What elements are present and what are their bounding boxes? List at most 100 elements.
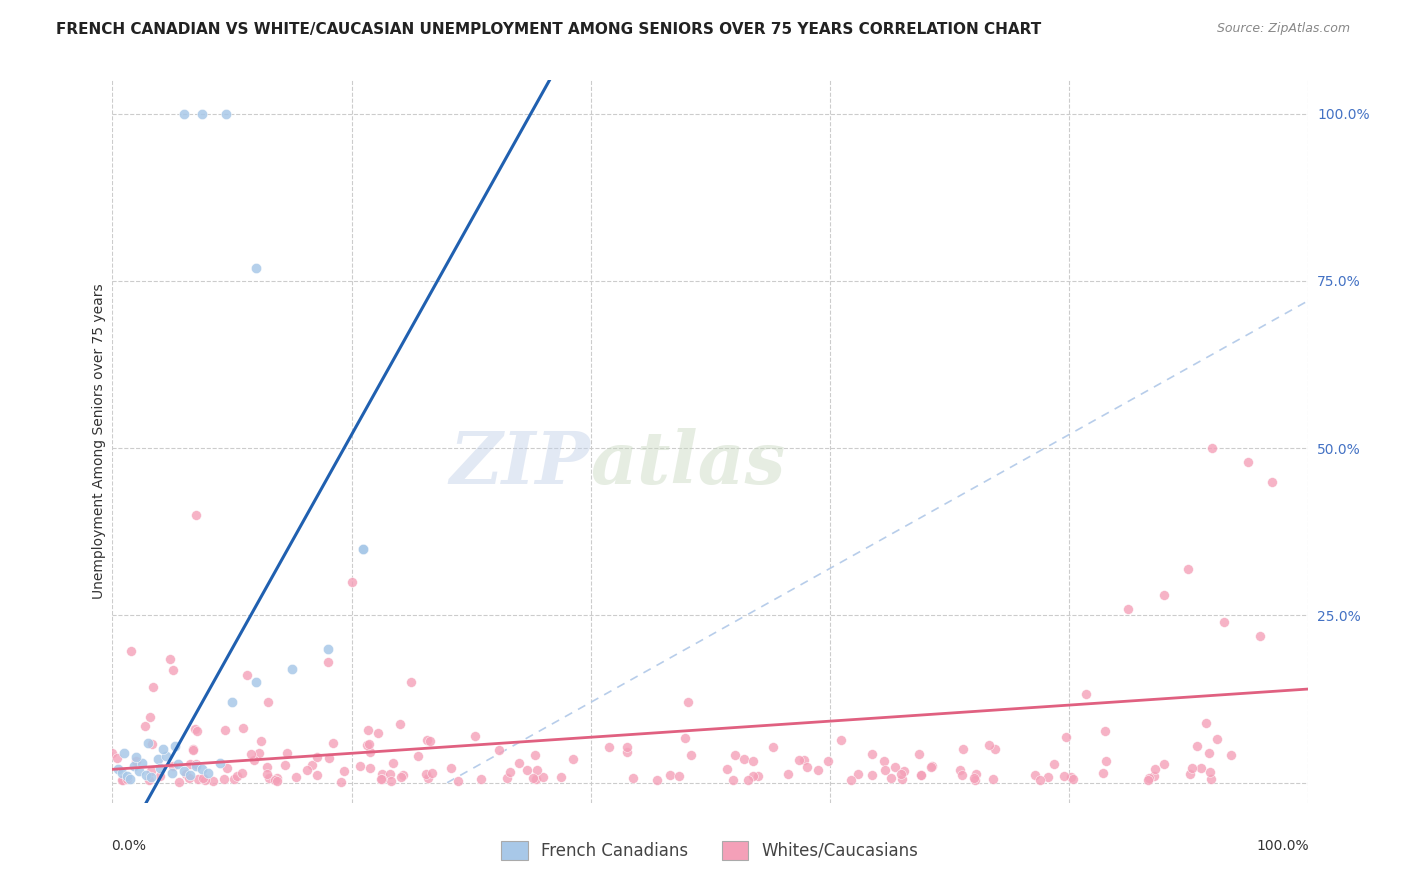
Point [179,767,201,781]
Point [1261,475,1284,489]
Point [893,764,915,779]
Point [1153,756,1175,771]
Point [120,644,142,658]
Point [550,770,572,784]
Point [616,745,638,759]
Point [242,753,264,767]
Point [508,756,530,770]
Point [105,750,128,764]
Point [522,771,544,785]
Point [257,771,280,785]
Point [723,772,745,787]
Point [1028,773,1050,788]
Point [965,767,987,781]
Point [516,764,538,778]
Point [733,752,755,766]
Point [496,772,519,786]
Point [1043,756,1066,771]
Point [266,771,288,785]
Point [1178,766,1201,780]
Point [891,772,914,787]
Point [965,772,987,787]
Point [225,769,247,783]
Point [176,767,198,781]
Point [737,772,759,787]
Point [134,719,156,733]
Point [658,768,681,782]
Point [1137,771,1160,785]
Point [250,734,273,748]
Point [357,723,380,738]
Point [981,772,1004,786]
Point [184,722,207,736]
Point [352,541,374,556]
Point [111,772,134,787]
Point [117,772,139,786]
Point [215,107,238,121]
Point [352,541,374,556]
Point [181,742,204,756]
Point [621,772,644,786]
Point [163,739,186,753]
Point [257,696,280,710]
Point [194,773,217,788]
Text: atlas: atlas [591,428,786,499]
Point [1189,761,1212,775]
Point [245,675,267,690]
Point [221,696,243,710]
Point [742,769,765,783]
Point [370,772,392,786]
Point [209,756,232,770]
Point [647,772,669,787]
Point [440,761,463,775]
Point [179,757,201,772]
Point [420,765,443,780]
Point [1144,762,1167,776]
Point [131,756,153,770]
Point [1249,628,1271,642]
Point [201,774,224,789]
Point [349,759,371,773]
Point [1198,765,1220,780]
Point [921,759,943,773]
Point [124,754,146,768]
Point [920,759,942,773]
Point [873,754,896,768]
Point [817,754,839,768]
Point [1062,772,1084,787]
Point [142,680,165,694]
Point [155,749,177,764]
Point [215,761,238,775]
Point [281,662,304,676]
Point [359,737,381,751]
Point [668,769,690,783]
Point [284,770,307,784]
Point [747,769,769,783]
Point [191,107,214,121]
Point [979,738,1001,752]
Point [256,760,278,774]
Point [162,765,183,780]
Point [159,652,181,666]
Point [1177,562,1199,576]
Point [1053,769,1076,783]
Point [367,725,389,739]
Point [793,753,815,767]
Point [274,758,297,772]
Point [301,758,323,772]
Point [330,774,353,789]
Point [949,763,972,777]
Point [846,767,869,781]
Point [191,771,214,785]
Point [1219,748,1241,763]
Point [247,746,270,760]
Point [1143,769,1166,783]
Point [498,765,520,780]
Point [716,762,738,776]
Point [183,742,205,756]
Point [796,760,818,774]
Point [128,764,150,778]
Point [214,772,236,786]
Point [388,717,411,731]
Point [276,747,298,761]
